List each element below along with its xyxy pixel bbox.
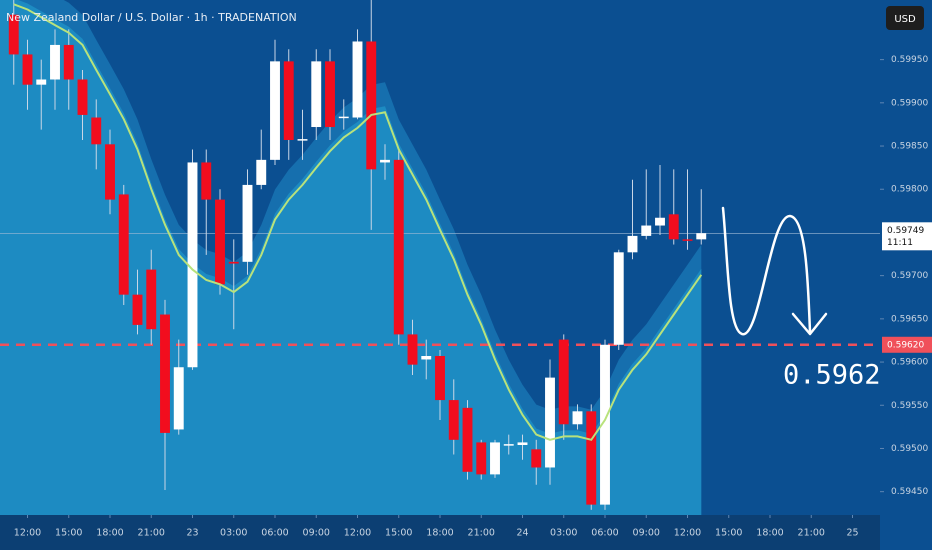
candle-body	[297, 139, 308, 141]
candle-body	[256, 159, 267, 185]
candle-body	[380, 159, 390, 163]
x-tick-label: 21:00	[138, 528, 165, 539]
candle-body	[407, 334, 418, 365]
y-tick-label: 0.59900	[891, 98, 928, 108]
candle-body	[668, 214, 679, 240]
target-annotation: 0.5962	[783, 360, 881, 391]
candle-body	[600, 344, 610, 505]
last-price-label: 0.59749	[887, 226, 924, 236]
x-tick-label: 12:00	[344, 528, 371, 539]
candle-body	[77, 79, 88, 115]
marks-layer	[0, 0, 880, 510]
moving-average	[13, 3, 703, 441]
x-tick-label: 21:00	[468, 528, 495, 539]
candle-body	[160, 314, 170, 433]
candle-body	[476, 442, 487, 475]
candle-body	[696, 233, 707, 240]
y-tick-label: 0.59500	[891, 444, 928, 454]
x-tick-label: 03:00	[550, 528, 577, 539]
candle-body	[215, 199, 225, 285]
candle-body	[118, 194, 129, 295]
candle-body	[325, 61, 335, 128]
candle-body	[503, 444, 514, 446]
chart-title: New Zealand Dollar / U.S. Dollar · 1h · …	[6, 11, 297, 24]
arrow-head	[791, 312, 828, 336]
candle-body	[393, 159, 404, 335]
x-tick-label: 06:00	[591, 528, 618, 539]
candle-body	[228, 261, 239, 264]
x-tick-label: 15:00	[55, 528, 82, 539]
candle-body	[22, 54, 33, 85]
x-tick-label: 15:00	[715, 528, 742, 539]
candle-body	[132, 294, 143, 325]
x-tick-label: 12:00	[14, 528, 41, 539]
candle-body	[187, 162, 198, 368]
candle-body	[545, 377, 555, 468]
candle-body	[8, 14, 19, 55]
level-label: 0.59620	[887, 340, 924, 350]
x-tick-label: 18:00	[426, 528, 453, 539]
x-tick-label: 12:00	[674, 528, 701, 539]
time-axis	[0, 515, 932, 550]
x-tick-label: 15:00	[385, 528, 412, 539]
x-tick-label: 18:00	[96, 528, 123, 539]
candle-body	[338, 116, 349, 119]
candle-body	[490, 442, 500, 475]
countdown-label: 11:11	[887, 238, 913, 248]
candle-body	[270, 61, 280, 160]
candle-body	[50, 44, 60, 80]
candle-body	[352, 41, 363, 118]
candle-body	[311, 61, 322, 128]
level-badge	[882, 336, 932, 353]
candle-body	[641, 225, 652, 236]
candle-body	[531, 449, 542, 468]
x-tick-label: 18:00	[756, 528, 783, 539]
y-tick-label: 0.59800	[891, 185, 928, 195]
candle-body	[435, 356, 445, 401]
candle-body	[517, 442, 528, 446]
candle-body	[242, 184, 253, 262]
candle-body	[572, 411, 583, 425]
x-tick-label: 03:00	[220, 528, 247, 539]
y-tick-label: 0.59650	[891, 314, 928, 324]
candle-body	[366, 41, 377, 170]
x-tick-label: 09:00	[303, 528, 330, 539]
x-tick-label: 06:00	[261, 528, 288, 539]
last-price-badge	[882, 222, 932, 251]
x-tick-label: 24	[516, 528, 528, 539]
candle-body	[586, 411, 597, 505]
candle-body	[448, 400, 459, 440]
y-tick-label: 0.59600	[891, 358, 928, 368]
x-tick-label: 21:00	[798, 528, 825, 539]
candle-body	[682, 239, 693, 241]
x-tick-label: 09:00	[633, 528, 660, 539]
candle-body	[655, 217, 665, 226]
y-tick-label: 0.59700	[891, 271, 928, 281]
candle-body	[201, 162, 212, 200]
y-tick-label: 0.59450	[891, 487, 928, 497]
candle-body	[421, 356, 432, 360]
currency-button[interactable]	[886, 6, 924, 30]
candle-body	[105, 144, 115, 200]
price-axis	[880, 0, 932, 550]
candle-body	[91, 117, 102, 145]
candle-body	[146, 269, 157, 330]
candle-body	[283, 61, 294, 140]
candle-body	[613, 252, 624, 345]
y-tick-label: 0.59950	[891, 55, 928, 65]
candle-body	[558, 339, 569, 425]
candle-body	[627, 235, 638, 253]
candle-body	[462, 407, 473, 472]
currency-label[interactable]: USD	[894, 14, 916, 25]
y-tick-label: 0.59550	[891, 401, 928, 411]
candle-body	[63, 44, 74, 80]
candle-body	[173, 367, 184, 430]
forecast-arrow	[721, 206, 812, 336]
candle-body	[36, 79, 47, 85]
x-tick-label: 25	[846, 528, 858, 539]
y-tick-label: 0.59850	[891, 142, 928, 152]
x-tick-label: 23	[186, 528, 198, 539]
